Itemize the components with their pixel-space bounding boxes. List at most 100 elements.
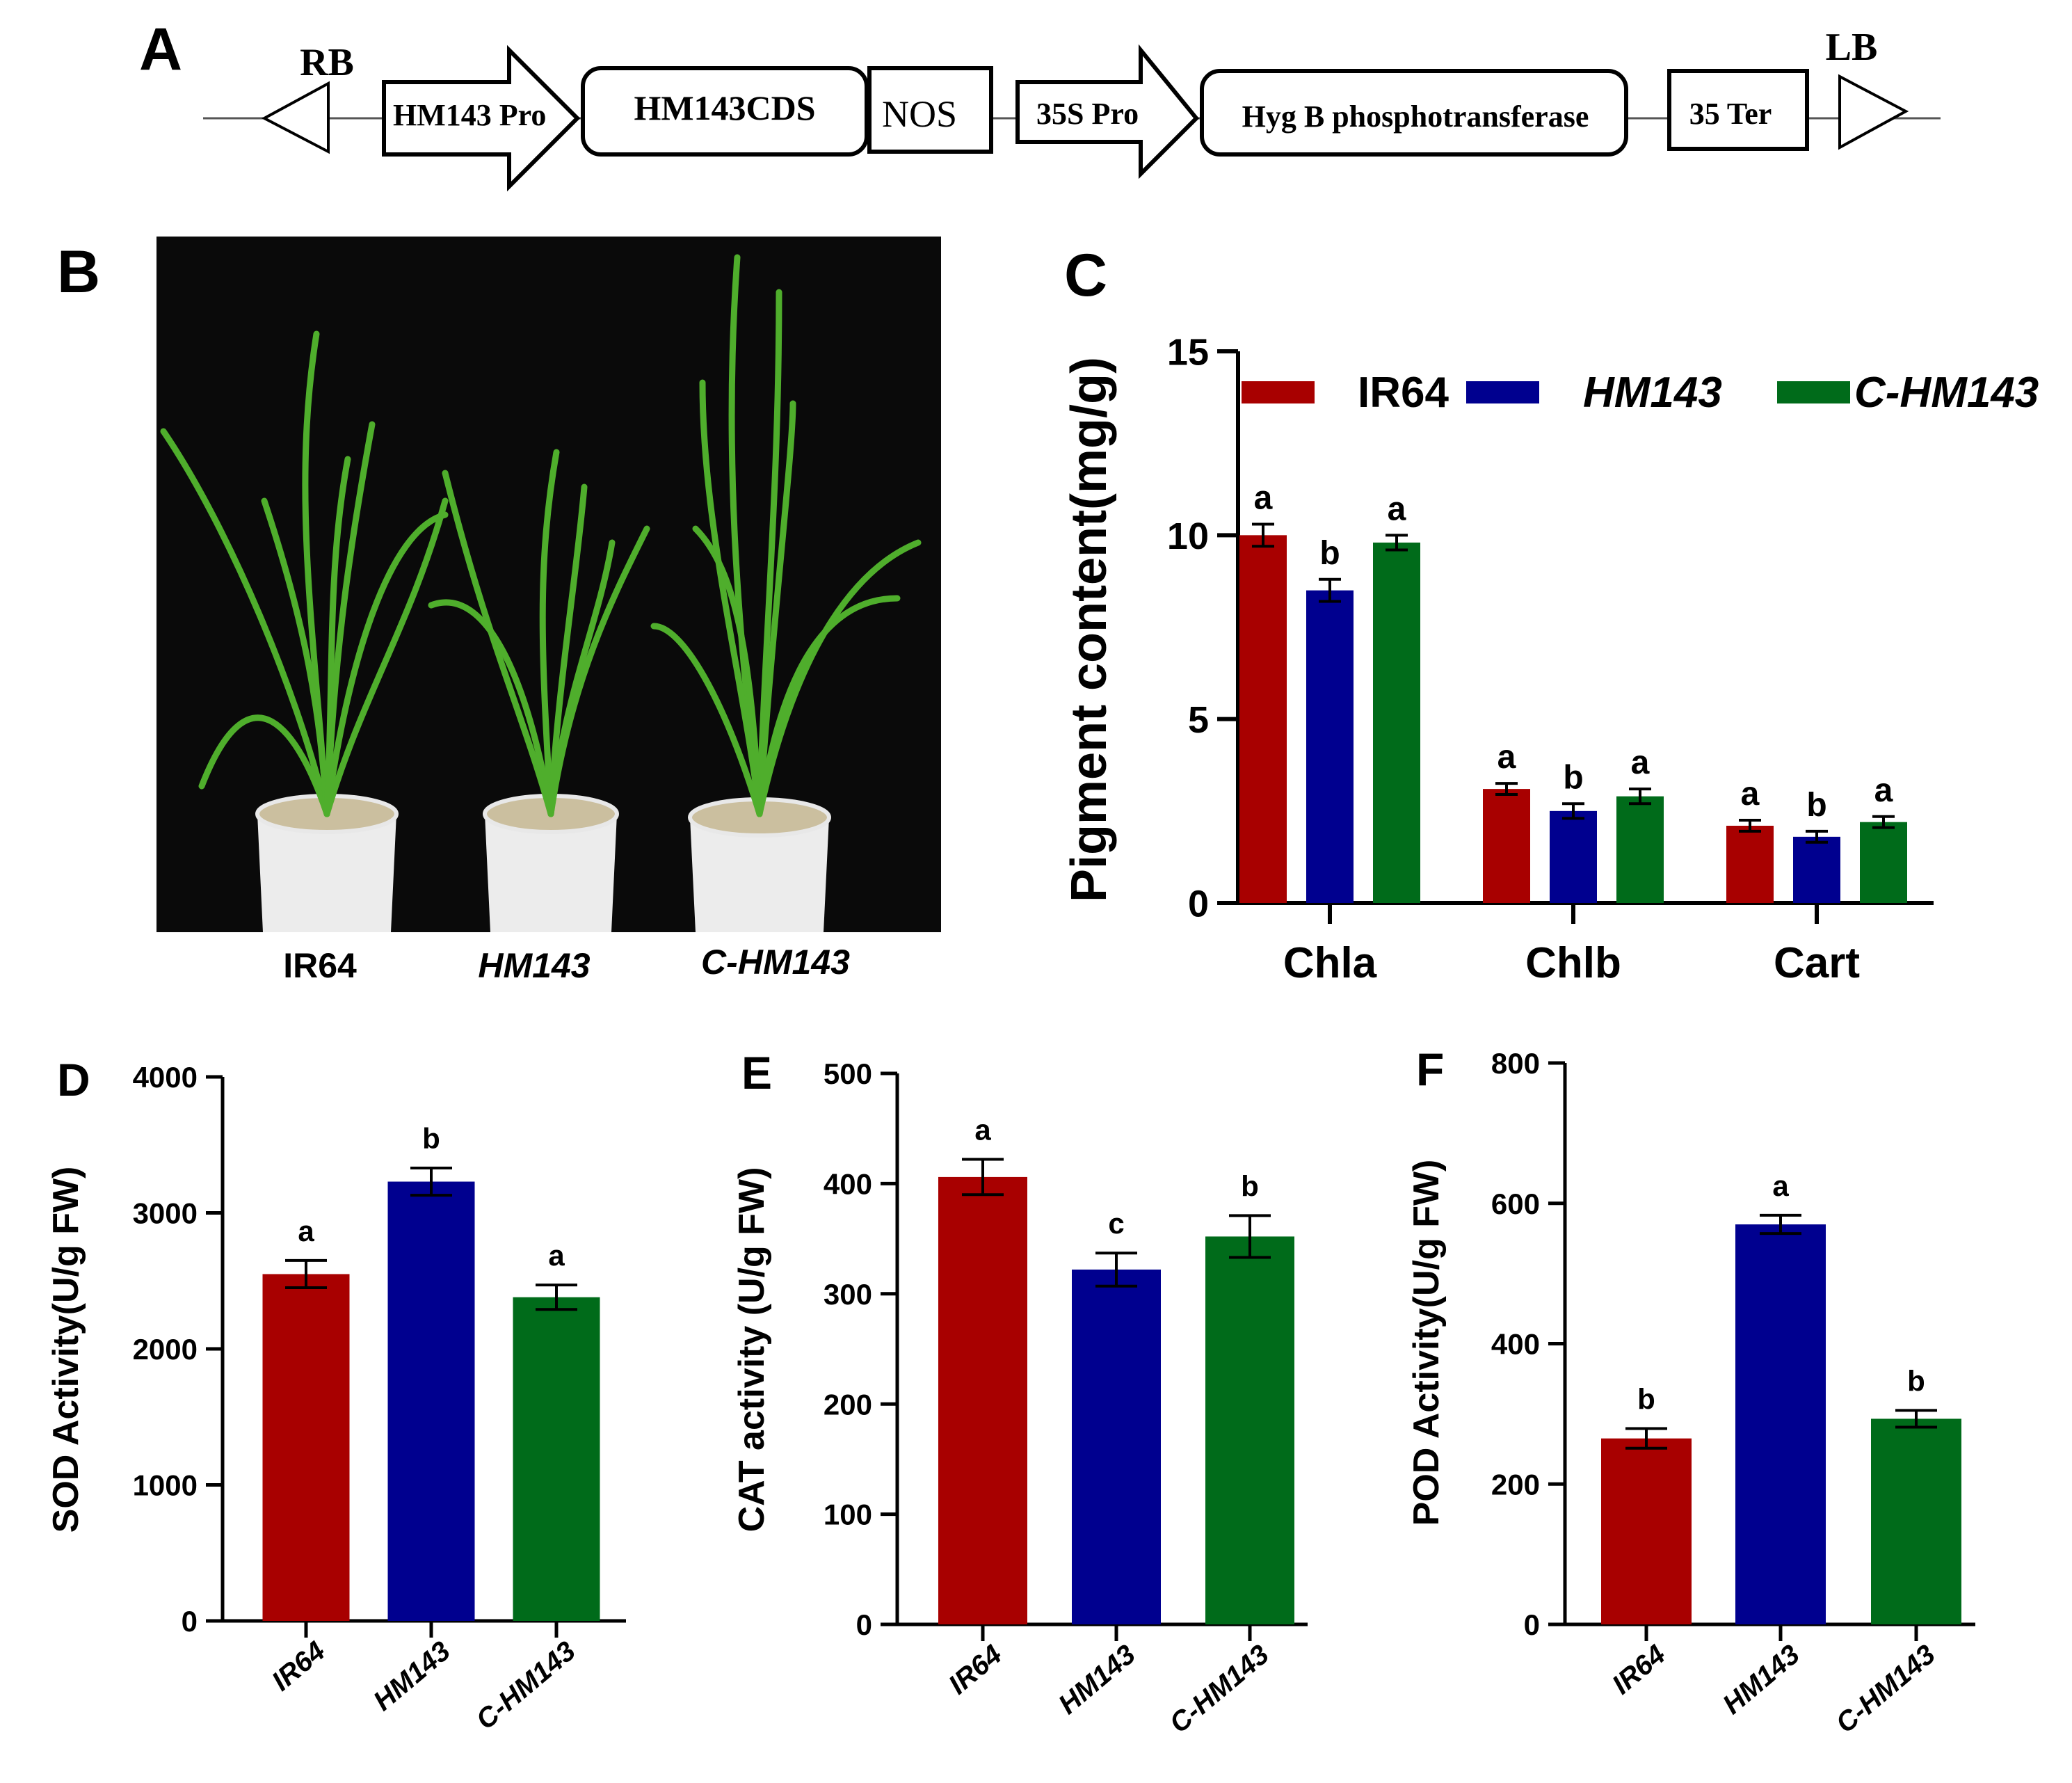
nos-label: NOS <box>882 93 957 135</box>
chart-c-x-tick-label: Chlb <box>1525 939 1621 987</box>
chart-c-y-tick-label: 0 <box>1188 883 1209 925</box>
chart-e-x-tick-label: C-HM143 <box>1164 1639 1274 1739</box>
hm143-pro-label: HM143 Pro <box>393 98 546 132</box>
photo-label-chm143: C-HM143 <box>701 943 850 982</box>
chart-c-sig-letter: a <box>1874 772 1893 809</box>
leaf <box>323 511 449 817</box>
leaf <box>442 470 554 817</box>
pro35s-arrow <box>1015 44 1200 179</box>
hyg-label: Hyg B phosphotransferase <box>1242 99 1589 134</box>
chart-c-sig-letter: b <box>1806 787 1826 824</box>
hm143-cds-label: HM143CDS <box>634 88 815 127</box>
panel-label-d: D <box>57 1054 90 1105</box>
pot <box>485 814 617 932</box>
plant-photo <box>160 254 922 932</box>
leaf <box>756 595 901 817</box>
chart-e-sig-letter: c <box>1108 1207 1124 1240</box>
panel-label-f: F <box>1416 1044 1444 1095</box>
chart-c-y-label: Pigment content(mg/g) <box>1061 357 1117 902</box>
leaf <box>323 456 351 817</box>
chart-f-x-tick-label: IR64 <box>1607 1639 1671 1700</box>
chart-e-y-label: CAT activity (U/g FW) <box>732 1167 772 1533</box>
hyg-box <box>1200 69 1628 157</box>
chart-f-bar <box>1871 1418 1961 1624</box>
panel-b: B IR64 HM143 C-HM143 <box>57 237 941 985</box>
leaf <box>539 449 560 817</box>
chart-c-bar <box>1616 796 1664 903</box>
chart-c-sig-letter: a <box>1741 776 1760 813</box>
chart-c-x-tick-label: Cart <box>1774 939 1860 987</box>
chart-f-y-tick-label: 400 <box>1491 1328 1540 1361</box>
chart-c-bar <box>1306 590 1354 903</box>
rb-label: RB <box>300 41 354 84</box>
chart-e-bar <box>1072 1269 1161 1624</box>
chart-c-bar <box>1239 535 1287 903</box>
chart-c-sig-letter: b <box>1319 535 1340 572</box>
lb-border-triangle <box>1838 74 1909 150</box>
chart-d-y-tick-label: 0 <box>182 1605 198 1638</box>
chart-d-bar <box>262 1274 350 1621</box>
photo-label-ir64: IR64 <box>283 946 357 985</box>
chart-c-y-tick-label: 10 <box>1167 515 1209 557</box>
chart-d-sig-letter: a <box>548 1239 565 1272</box>
panel-c: C 0 5 10 15 Pigment content(mg/g) Chla a b a Chlb… <box>1061 242 2039 987</box>
chart-c-bar <box>1483 789 1530 903</box>
chart-c-legend-label: C-HM143 <box>1854 369 2039 417</box>
leaf <box>699 379 763 817</box>
chart-c-sig-letter: a <box>1254 479 1273 516</box>
chart-c-legend-swatch <box>1777 381 1850 403</box>
chart-d-sig-letter: b <box>422 1122 440 1155</box>
chart-f-x-tick-label: C-HM143 <box>1830 1639 1941 1739</box>
chart-c-bar <box>1860 822 1907 903</box>
lb-label: LB <box>1826 26 1878 69</box>
chart-e-x-tick-label: IR64 <box>943 1639 1008 1700</box>
ter35-label: 35 Ter <box>1689 97 1772 131</box>
chart-d-y-label: SOD Activity(U/g FW) <box>46 1167 86 1533</box>
chart-f: 0 200 400 600 800 POD Activity(U/g FW) b IR64 a H… <box>1406 1047 1975 1739</box>
chart-c-legend-label: IR64 <box>1358 369 1449 417</box>
chart-d-y-tick-label: 1000 <box>133 1469 198 1502</box>
chart-e-sig-letter: b <box>1241 1169 1259 1202</box>
pot <box>690 817 829 932</box>
rb-border-triangle <box>261 81 330 154</box>
hm143-pro-arrow <box>382 45 581 192</box>
chart-d-y-tick-label: 4000 <box>133 1061 198 1094</box>
leaf <box>692 525 763 817</box>
chart-d-y-tick-label: 3000 <box>133 1197 198 1230</box>
chart-d-y-tick-label: 2000 <box>133 1333 198 1366</box>
panel-d: D 0 1000 2000 3000 4000 SOD Activity(U/g FW) a… <box>46 1054 626 1736</box>
panel-a: A RB HM143 Pro HM143CDS NOS 35S Pro Hyg … <box>139 16 1941 192</box>
pro35s-label: 35S Pro <box>1036 97 1139 131</box>
chart-d-bar <box>513 1297 600 1621</box>
chart-e-x-tick-label: HM143 <box>1053 1639 1141 1720</box>
chart-d-x-tick-label: IR64 <box>266 1636 331 1697</box>
chart-e-y-tick-label: 500 <box>824 1057 872 1090</box>
panel-label-c: C <box>1064 242 1107 309</box>
chart-c-legend-swatch <box>1466 381 1539 403</box>
panel-label-a: A <box>139 16 182 83</box>
chart-f-sig-letter: a <box>1772 1169 1789 1202</box>
chart-e-y-tick-label: 0 <box>856 1608 872 1641</box>
chart-d-x-tick-label: HM143 <box>368 1636 456 1717</box>
chart-c-bar <box>1550 810 1597 903</box>
chart-c-legend-label: HM143 <box>1583 369 1722 417</box>
chart-e-y-tick-label: 300 <box>824 1278 872 1311</box>
panel-f: F 0 200 400 600 800 POD Activity(U/g FW) b IR64… <box>1406 1044 1975 1739</box>
leaf <box>428 599 554 817</box>
leaf <box>756 400 796 817</box>
chart-d-bar <box>387 1181 475 1621</box>
panel-label-e: E <box>741 1047 772 1098</box>
chart-c-bar <box>1726 825 1774 903</box>
leaf <box>547 539 616 817</box>
chart-f-y-tick-label: 200 <box>1491 1468 1540 1501</box>
chart-e-y-tick-label: 100 <box>824 1498 872 1531</box>
chart-e-bar <box>938 1176 1027 1624</box>
chart-f-x-tick-label: HM143 <box>1717 1639 1806 1720</box>
hm143-cds-box <box>581 66 869 157</box>
chart-f-sig-letter: b <box>1637 1383 1655 1416</box>
chart-f-y-tick-label: 600 <box>1491 1188 1540 1220</box>
chart-f-sig-letter: b <box>1907 1364 1925 1397</box>
leaf <box>547 483 588 817</box>
